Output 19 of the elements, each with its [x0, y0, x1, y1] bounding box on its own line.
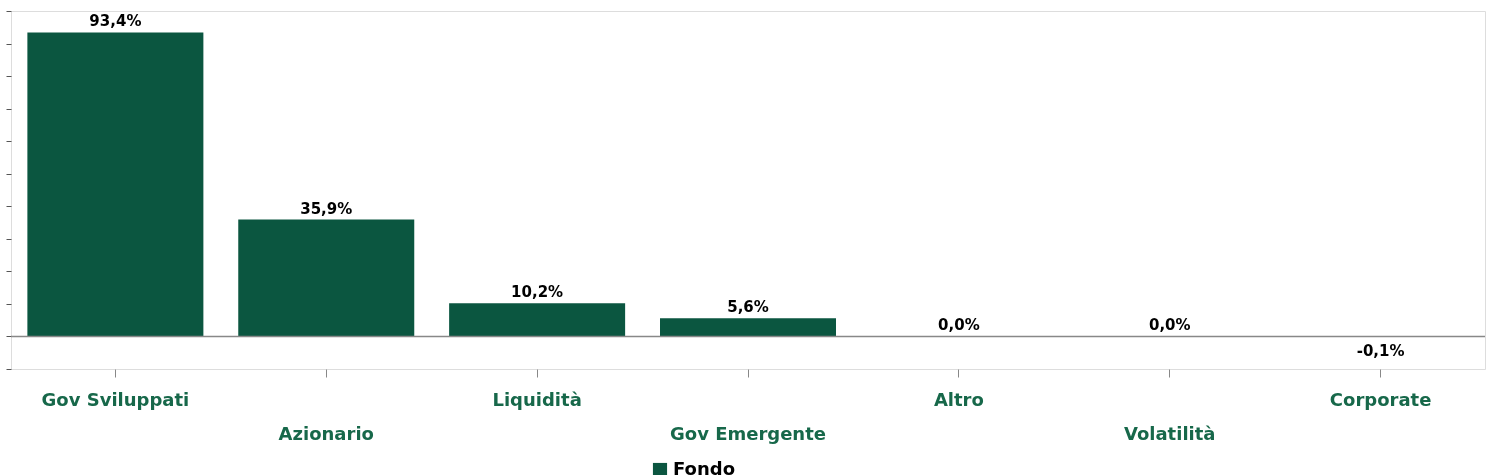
data-label: 0,0%	[938, 316, 980, 335]
data-label: -0,1%	[1356, 341, 1405, 360]
x-tick-label: Liquidità	[492, 388, 582, 410]
bar	[238, 219, 415, 337]
bar	[660, 318, 836, 337]
bar	[27, 32, 204, 337]
bar	[449, 303, 626, 337]
data-label: 10,2%	[511, 283, 564, 302]
data-label: 0,0%	[1148, 316, 1191, 335]
legend-label: Fondo	[673, 458, 735, 475]
x-tick-label: Volatilità	[1124, 422, 1216, 444]
data-label: 35,9%	[300, 199, 353, 218]
x-tick-label: Corporate	[1329, 388, 1432, 410]
x-tick-label: Azionario	[278, 422, 374, 444]
x-tick-label: Altro	[933, 388, 984, 410]
data-label: 5,6%	[727, 298, 769, 317]
x-tick-label: Gov Emergente	[670, 422, 826, 444]
x-tick-label: Gov Sviluppati	[41, 388, 190, 410]
data-label: 93,4%	[89, 12, 142, 31]
